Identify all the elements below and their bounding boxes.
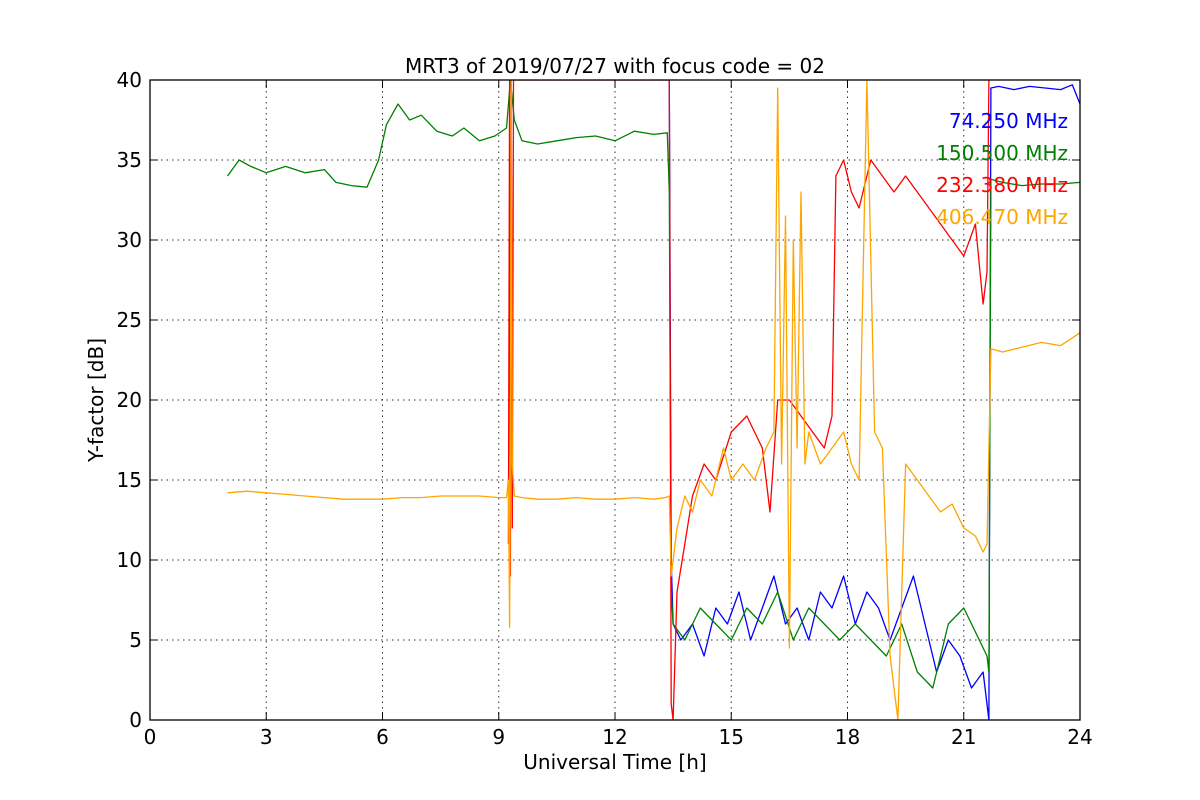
legend: 74.250 MHz 150.500 MHz 232.380 MHz 406.470 … xyxy=(936,109,1068,229)
x-tick-label: 6 xyxy=(376,725,389,749)
x-axis-label: Universal Time [h] xyxy=(523,750,706,774)
y-tick-label: 0 xyxy=(129,708,142,732)
grid xyxy=(150,80,1080,720)
y-tick-label: 15 xyxy=(117,468,142,492)
legend-entry-0: 74.250 MHz xyxy=(949,109,1068,133)
legend-entry-3: 406.470 MHz xyxy=(936,205,1068,229)
x-tick-label: 24 xyxy=(1067,725,1092,749)
x-tick-label: 0 xyxy=(144,725,157,749)
series-line-2 xyxy=(507,80,990,720)
legend-entry-1: 150.500 MHz xyxy=(936,141,1068,165)
x-tick-label: 15 xyxy=(719,725,744,749)
y-tick-label: 10 xyxy=(117,548,142,572)
y-tick-label: 35 xyxy=(117,148,142,172)
y-tick-label: 20 xyxy=(117,388,142,412)
series-line-1 xyxy=(226,80,1080,689)
x-tick-label: 3 xyxy=(260,725,273,749)
y-tick-label: 30 xyxy=(117,228,142,252)
x-tick-label: 18 xyxy=(835,725,860,749)
series-line-3 xyxy=(227,80,1080,720)
y-tick-label: 25 xyxy=(117,308,142,332)
y-tick-label: 5 xyxy=(129,628,142,652)
ticks: 0 3 6 9 12 15 18 21 24 0 5 10 15 20 25 30 35 40 xyxy=(117,68,1093,749)
legend-entry-2: 232.380 MHz xyxy=(936,173,1068,197)
chart-title: MRT3 of 2019/07/27 with focus code = 02 xyxy=(405,54,825,78)
x-tick-label: 21 xyxy=(951,725,976,749)
x-tick-label: 12 xyxy=(602,725,627,749)
y-axis-label: Y-factor [dB] xyxy=(84,338,108,463)
y-tick-label: 40 xyxy=(117,68,142,92)
x-tick-label: 9 xyxy=(492,725,505,749)
series-line-0 xyxy=(668,80,1080,720)
series-layer xyxy=(226,80,1080,720)
